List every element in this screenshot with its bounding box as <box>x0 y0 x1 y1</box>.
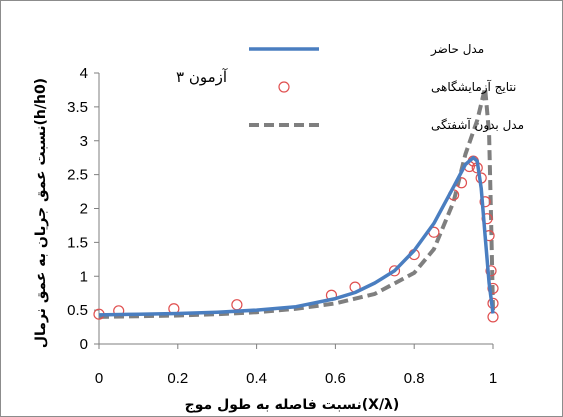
x-axis-label: نسبت فاصله به طول موج(X/λ) <box>185 397 400 413</box>
x-tick-label: 0.2 <box>167 370 188 387</box>
data-point-marker <box>485 265 497 277</box>
series-line-solid <box>98 155 495 317</box>
data-point-marker <box>479 196 491 208</box>
data-point-marker <box>388 265 401 277</box>
series-line-dashed <box>98 85 495 319</box>
legend-label: مدل حاضر <box>430 42 484 57</box>
chart-annotation: آزمون ۳ <box>176 68 228 86</box>
legend-label: نتایج آزمایشگاهی <box>431 79 516 95</box>
x-tick-label: 0.6 <box>325 370 346 387</box>
y-tick-label: 2.5 <box>67 167 88 184</box>
data-point-marker <box>487 282 499 295</box>
y-tick-label: 0.5 <box>67 302 88 319</box>
y-tick-label: 4 <box>80 65 88 82</box>
legend-label: مدل بدون آشفتگی <box>431 117 524 133</box>
y-tick-label: 1.5 <box>67 234 88 251</box>
legend: مدل حاضر نتایج آزمایشگاهی مدل بدون آشفتگی <box>249 42 524 133</box>
y-tick-label: 2 <box>80 201 88 218</box>
y-tick-label: 0 <box>80 336 88 353</box>
y-axis-label: نسبت عمق جریان به عمق نرمال(h/h0) <box>33 78 49 348</box>
data-point-marker <box>231 299 243 311</box>
y-tick-label: 3 <box>80 133 88 150</box>
y-tick-label: 1 <box>80 268 88 285</box>
x-tick-label: 0 <box>95 370 103 387</box>
y-tick-label: 3.5 <box>67 99 88 116</box>
x-tick-label: 0.4 <box>246 370 267 387</box>
x-tick-label: 1 <box>489 370 497 387</box>
x-tick-label: 0.8 <box>404 370 425 387</box>
legend-marker <box>278 81 290 93</box>
